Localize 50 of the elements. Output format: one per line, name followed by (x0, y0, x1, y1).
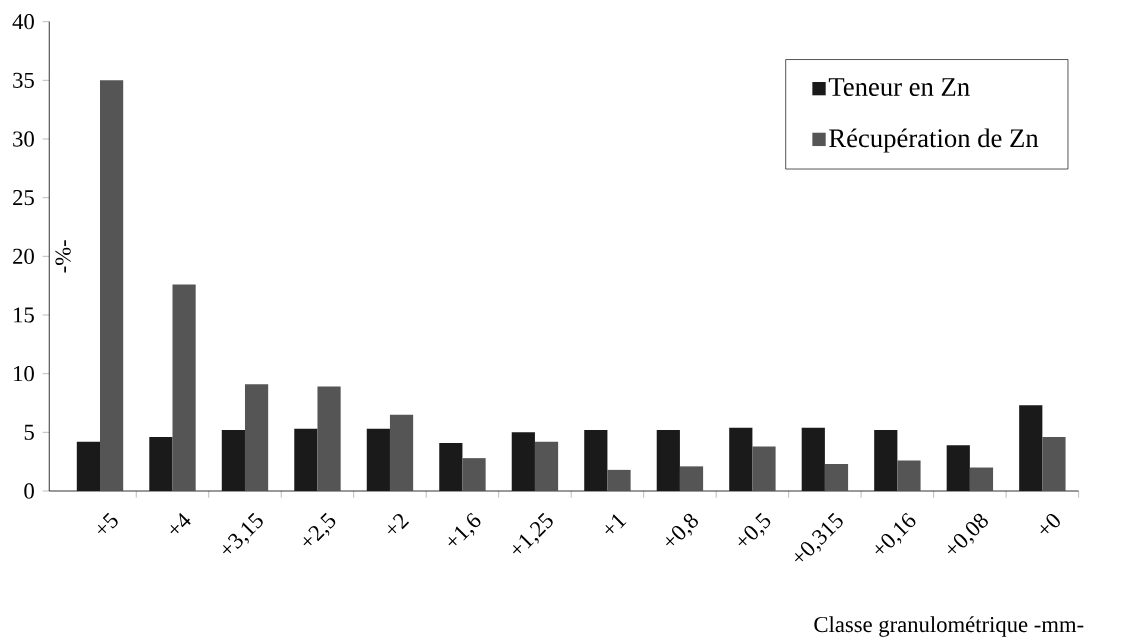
y-tick-label: 35 (13, 72, 34, 88)
bar (729, 427, 753, 491)
bar (149, 437, 173, 491)
bar (584, 429, 608, 491)
x-tick-label: +0,8 (665, 513, 698, 546)
y-tick-label: 30 (13, 131, 34, 147)
legend-label: Teneur en Zn (828, 78, 970, 96)
x-tick-label: +0 (1040, 513, 1060, 534)
bar (244, 384, 269, 491)
x-tick-label: +2 (388, 513, 410, 534)
x-tick-label: +4 (170, 512, 191, 534)
bar (679, 466, 704, 491)
bar (511, 432, 535, 491)
x-tick-label: +5 (97, 512, 118, 534)
y-tick-label: 5 (24, 424, 34, 440)
bar (462, 458, 486, 491)
bar (317, 386, 341, 491)
bar (389, 414, 414, 491)
bar (969, 467, 994, 491)
y-tick-label: 20 (13, 248, 34, 264)
bar (172, 284, 196, 491)
x-tick-label: +1,6 (448, 512, 481, 546)
bar (100, 80, 124, 491)
bar (439, 442, 463, 491)
bar (607, 469, 631, 491)
y-axis-title: -%- (55, 240, 71, 273)
y-tick-label: 40 (12, 14, 34, 30)
x-tick-label: +1 (605, 514, 627, 534)
bar (1019, 405, 1043, 491)
bar (366, 428, 390, 491)
bar (76, 441, 100, 491)
x-axis-title: Classe granulométrique -mm- (814, 616, 1084, 637)
bar (801, 427, 825, 491)
bar (752, 446, 776, 491)
bar (1042, 437, 1066, 491)
y-tick-label: 15 (14, 307, 34, 323)
bar (824, 464, 849, 491)
bar (874, 429, 898, 491)
bar (221, 429, 245, 491)
bar (946, 445, 970, 491)
bar (897, 460, 921, 491)
legend-label: Récupération de Zn (829, 128, 1039, 153)
bar (534, 441, 559, 491)
bar (294, 428, 318, 491)
x-tick-label: +2,5 (303, 512, 336, 546)
bar (656, 429, 680, 491)
y-tick-label: 10 (14, 366, 34, 382)
y-tick-label: 25 (13, 190, 34, 206)
x-tick-label: +0,5 (738, 512, 771, 546)
y-tick-label: 0 (24, 483, 34, 499)
